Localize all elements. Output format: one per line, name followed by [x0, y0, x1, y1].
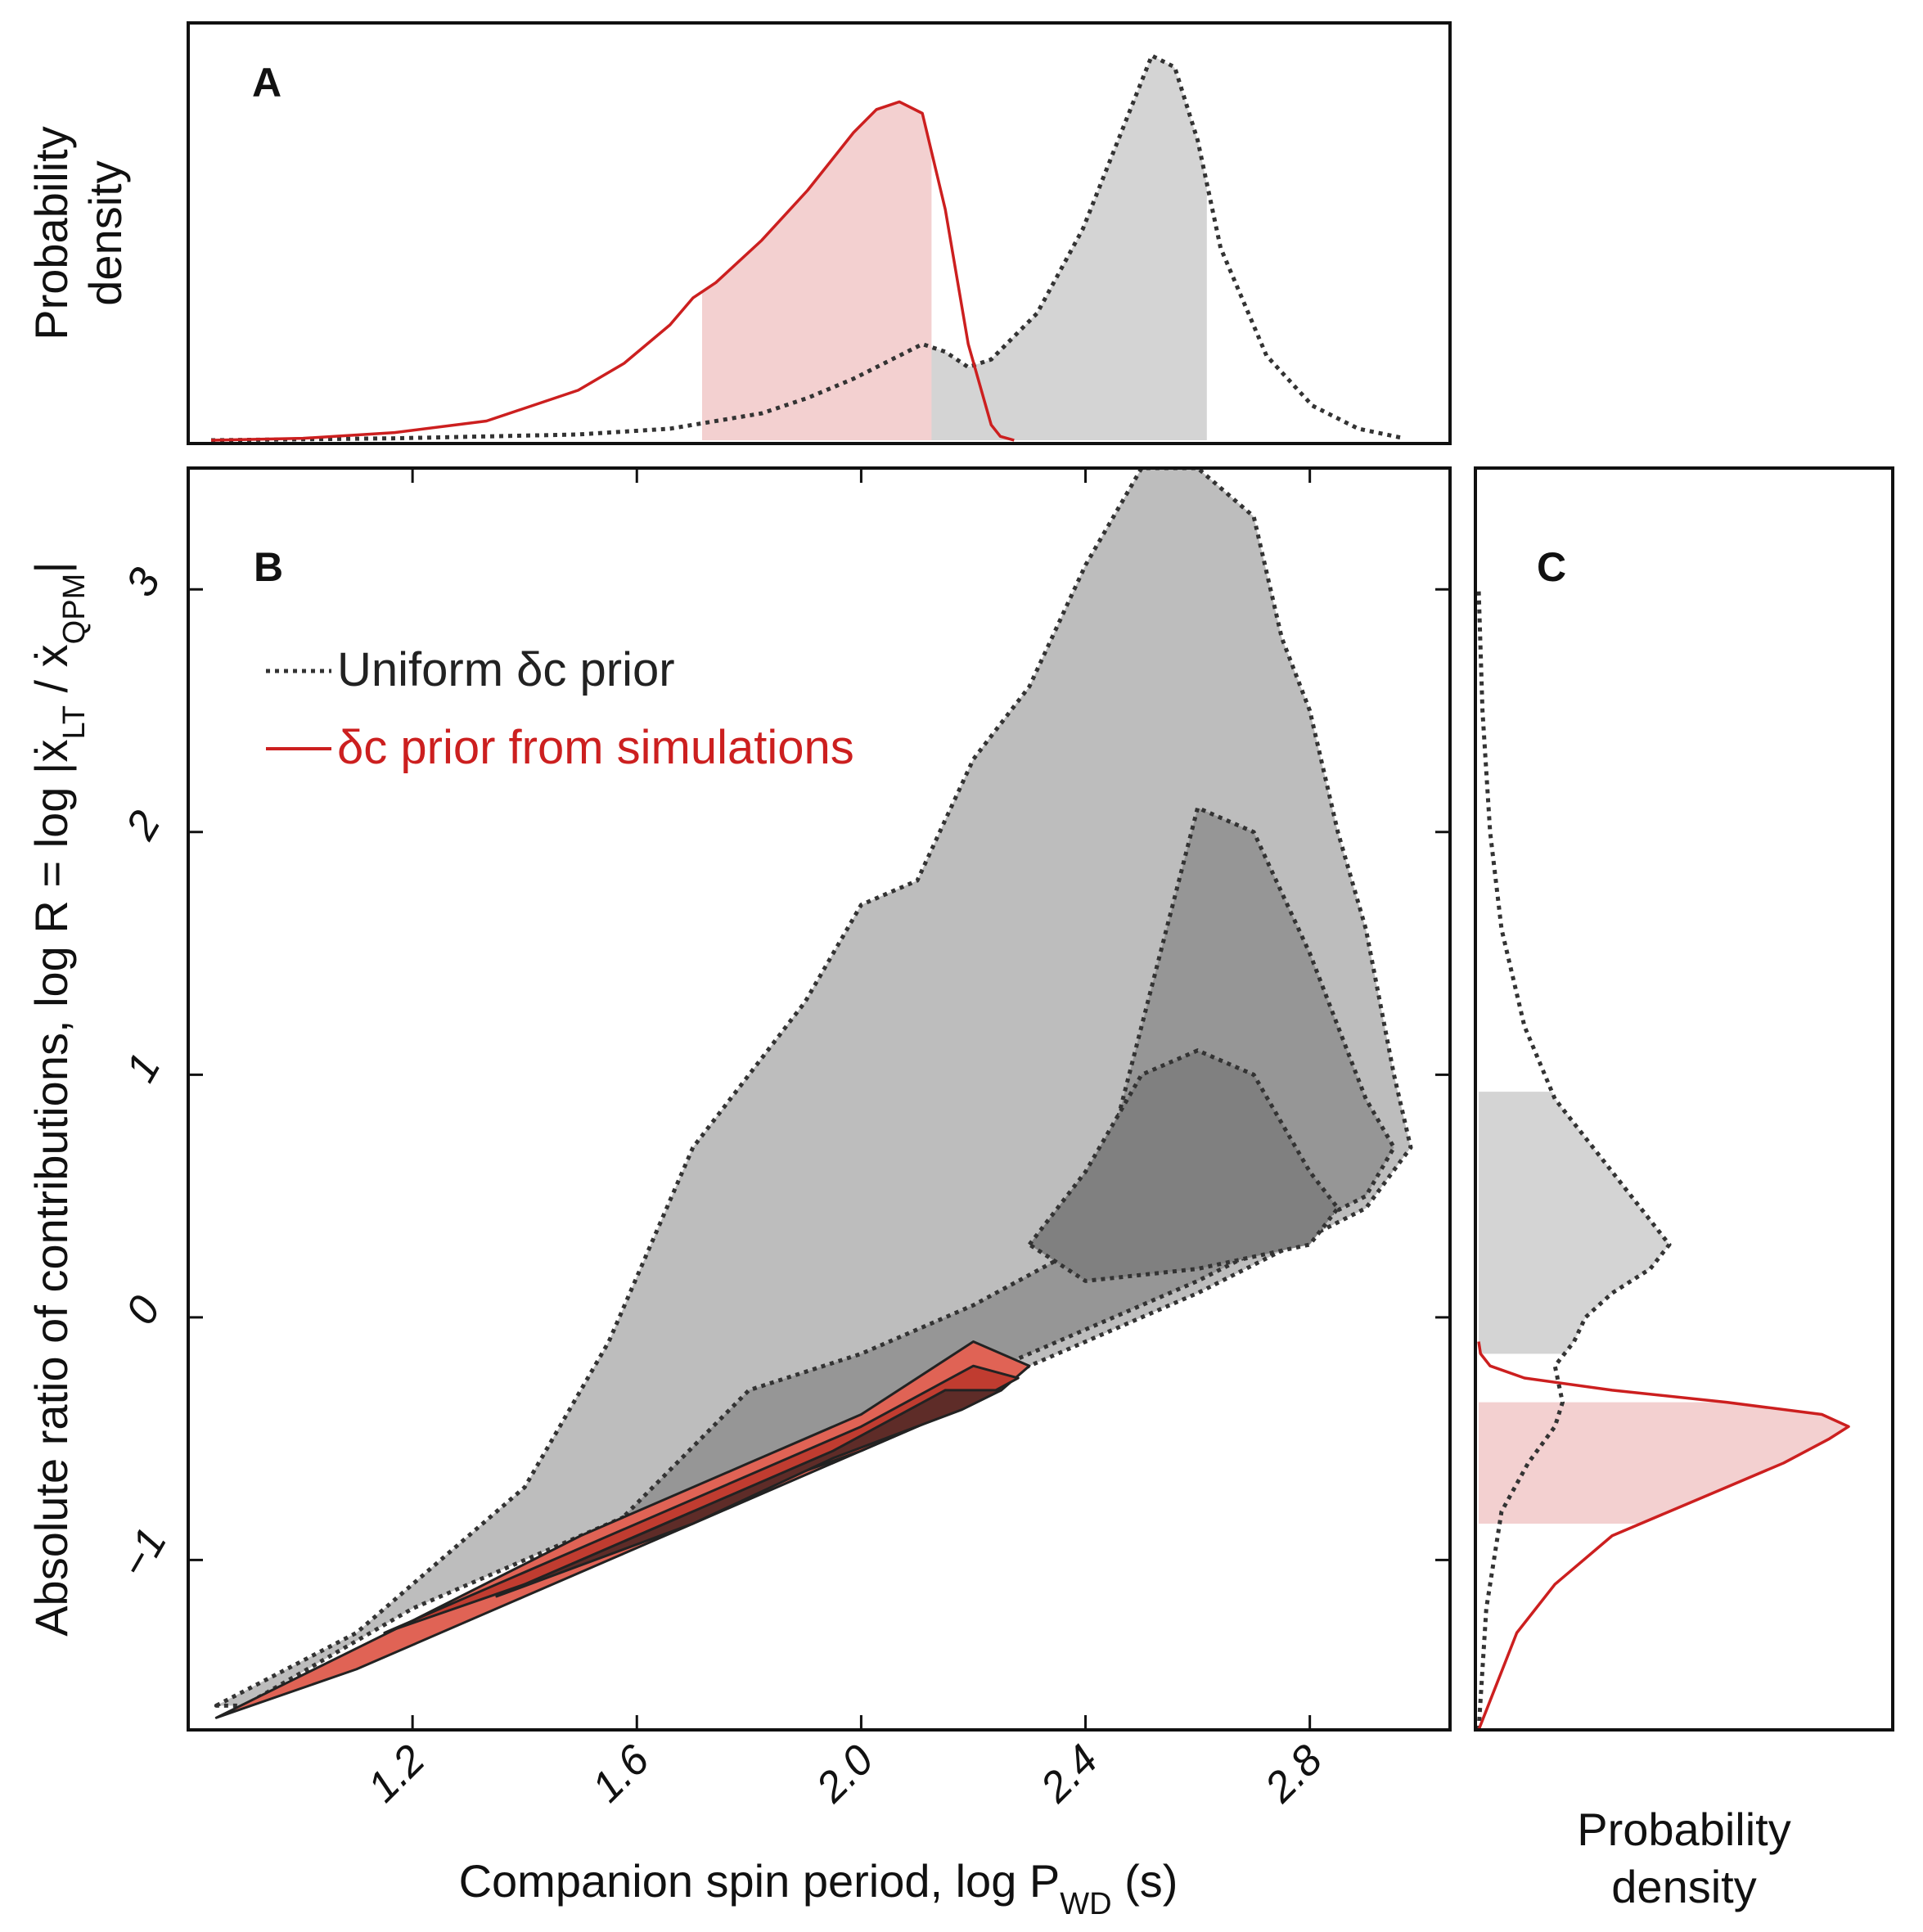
x-tick-label-2.4: 2.4: [1031, 1736, 1107, 1812]
panel-c-plot-area: [1476, 589, 1850, 1730]
panel-a-ylabel: Probability density: [25, 126, 131, 340]
panel-c-xlabel-line1: Probability: [1577, 1804, 1790, 1855]
y-tick-label-3: 3: [117, 561, 170, 605]
panel-c-xlabel-line2: density: [1611, 1861, 1756, 1912]
x-tick-label-2.0: 2.0: [807, 1736, 883, 1812]
panel-b-xlabel: Companion spin period, log PWD (s): [459, 1855, 1178, 1921]
panel-c-uniform-curve: [1476, 589, 1672, 1730]
panel-b: 1.2 1.6 2.0 2.4 2.8 −1 0 1 2 3 B Uniform δc prior…: [25, 466, 1452, 1921]
x-tick-label-1.2: 1.2: [358, 1736, 434, 1811]
panel-a-uniform-curve: [211, 53, 1405, 443]
contour-uniform-inner: [1027, 1048, 1340, 1283]
panel-a-plot-area: [210, 53, 1405, 443]
panel-a-frame: [187, 21, 1452, 445]
contour-simulations-inner: [495, 1389, 1003, 1598]
panel-c-simulations-curve: [1477, 1341, 1850, 1730]
panel-a-simulations-curve: [210, 100, 1015, 442]
panel-a-label: A: [252, 60, 281, 106]
y-tick-label--1: −1: [110, 1520, 176, 1586]
legend-simulations-label: δc prior from simulations: [337, 721, 854, 774]
panel-a-uniform-shaded-interval: [926, 57, 1207, 440]
legend: Uniform δc prior δc prior from simulatio…: [266, 643, 854, 774]
panel-a-ylabel-line2: density: [79, 160, 131, 305]
x-tick-label-1.6: 1.6: [583, 1736, 659, 1811]
panel-a-ylabel-line1: Probability: [25, 126, 77, 340]
panel-b-ylabel: Absolute ratio of contributions, log R =…: [25, 561, 92, 1637]
panel-a-simulations-shaded-interval: [702, 102, 932, 440]
panel-c: C Probability density: [1474, 466, 1894, 1912]
panel-b-frame: [187, 466, 1452, 1732]
y-tick-label-1: 1: [117, 1046, 170, 1090]
panel-c-simulations-shaded-interval: [1479, 1402, 1849, 1524]
x-tick-label-2.8: 2.8: [1255, 1736, 1331, 1812]
panel-c-label: C: [1537, 544, 1566, 590]
contour-uniform-outer: [214, 468, 1413, 1708]
panel-b-plot-area: [214, 468, 1413, 1719]
panel-b-label: B: [254, 544, 283, 590]
panel-c-frame: [1474, 466, 1894, 1732]
panel-a: A Probability density: [25, 21, 1452, 445]
legend-uniform-label: Uniform δc prior: [337, 643, 675, 696]
panel-c-uniform-shaded-interval: [1479, 1092, 1669, 1354]
y-tick-label-2: 2: [116, 803, 169, 848]
y-tick-label-0: 0: [117, 1288, 170, 1332]
